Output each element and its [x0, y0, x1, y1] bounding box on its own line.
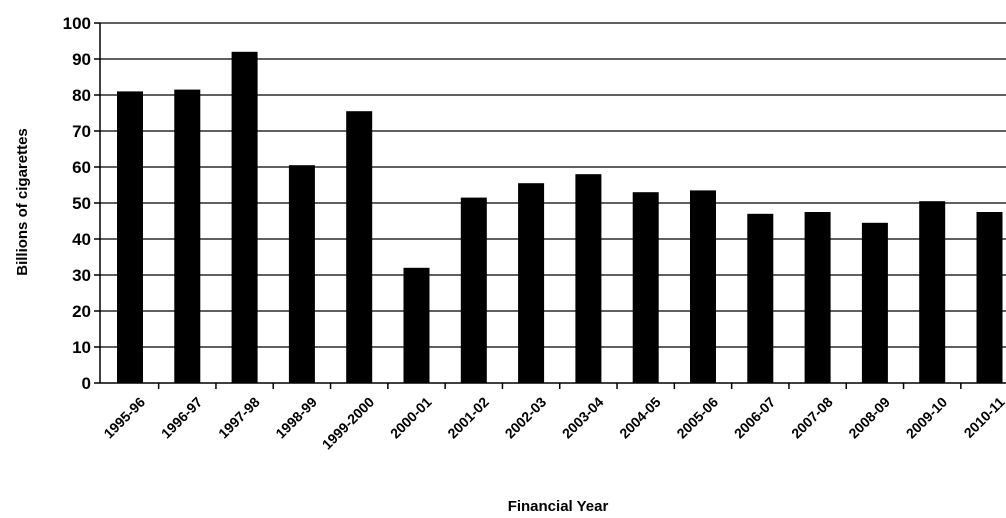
- bar-1999-2000: [346, 111, 373, 383]
- x-tick-label: 2002-03: [502, 394, 550, 442]
- y-tick-label: 20: [72, 302, 91, 321]
- y-axis-title: Billions of cigarettes: [14, 128, 31, 276]
- y-tick-label: 70: [72, 122, 91, 141]
- y-tick-label: 90: [72, 50, 91, 69]
- x-tick-label: 1995-96: [100, 394, 148, 442]
- bar-2010-11: [976, 212, 1003, 383]
- y-tick-label: 60: [72, 158, 91, 177]
- bar-1996-97: [174, 89, 201, 383]
- bar-2005-06: [690, 190, 716, 383]
- bar-2008-09: [861, 222, 888, 383]
- y-tick-label: 10: [72, 338, 91, 357]
- x-tick-label: 2010-11: [961, 394, 1006, 441]
- bar-2003-04: [575, 174, 602, 383]
- bar-2007-08: [804, 212, 831, 383]
- x-tick-label: 2006-07: [731, 394, 779, 442]
- bar-1997-98: [231, 51, 258, 384]
- y-tick-label: 40: [72, 230, 91, 249]
- bar-1998-99: [288, 165, 315, 383]
- y-tick-label: 80: [72, 86, 91, 105]
- x-tick-label: 2005-06: [673, 394, 721, 442]
- bar-2001-02: [460, 197, 487, 383]
- x-tick-label: 2000-01: [387, 394, 435, 442]
- axes: [94, 22, 1006, 389]
- y-tick-label: 100: [63, 14, 91, 33]
- x-tick-label: 2007-08: [788, 394, 836, 442]
- x-tick-label: 2009-10: [903, 394, 951, 442]
- bars: [117, 51, 1003, 384]
- y-tick-label: 30: [72, 266, 91, 285]
- x-tick-label: 1997-98: [215, 394, 263, 442]
- bar-1995-96: [117, 91, 143, 384]
- x-tick-label: 2001-02: [444, 394, 492, 442]
- x-tick-label: 2008-09: [845, 394, 893, 442]
- bar-2006-07: [747, 213, 774, 383]
- y-tick-label: 0: [82, 374, 91, 393]
- bar-2009-10: [919, 201, 946, 383]
- x-tick-label: 1999-2000: [319, 394, 378, 453]
- x-tick-label: 1996-97: [158, 394, 206, 442]
- x-tick-label: 1998-99: [272, 394, 320, 442]
- bar-2004-05: [632, 192, 659, 383]
- bar-2000-01: [403, 267, 430, 383]
- y-tick-label: 50: [72, 194, 91, 213]
- x-axis-title: Financial Year: [508, 498, 609, 515]
- x-tick-label: 2004-05: [616, 394, 664, 442]
- bar-2002-03: [518, 183, 545, 383]
- x-tick-label: 2003-04: [559, 394, 607, 442]
- y-tick-labels: 0 10 20 30 40 50 60 70 80 90 100: [63, 14, 91, 393]
